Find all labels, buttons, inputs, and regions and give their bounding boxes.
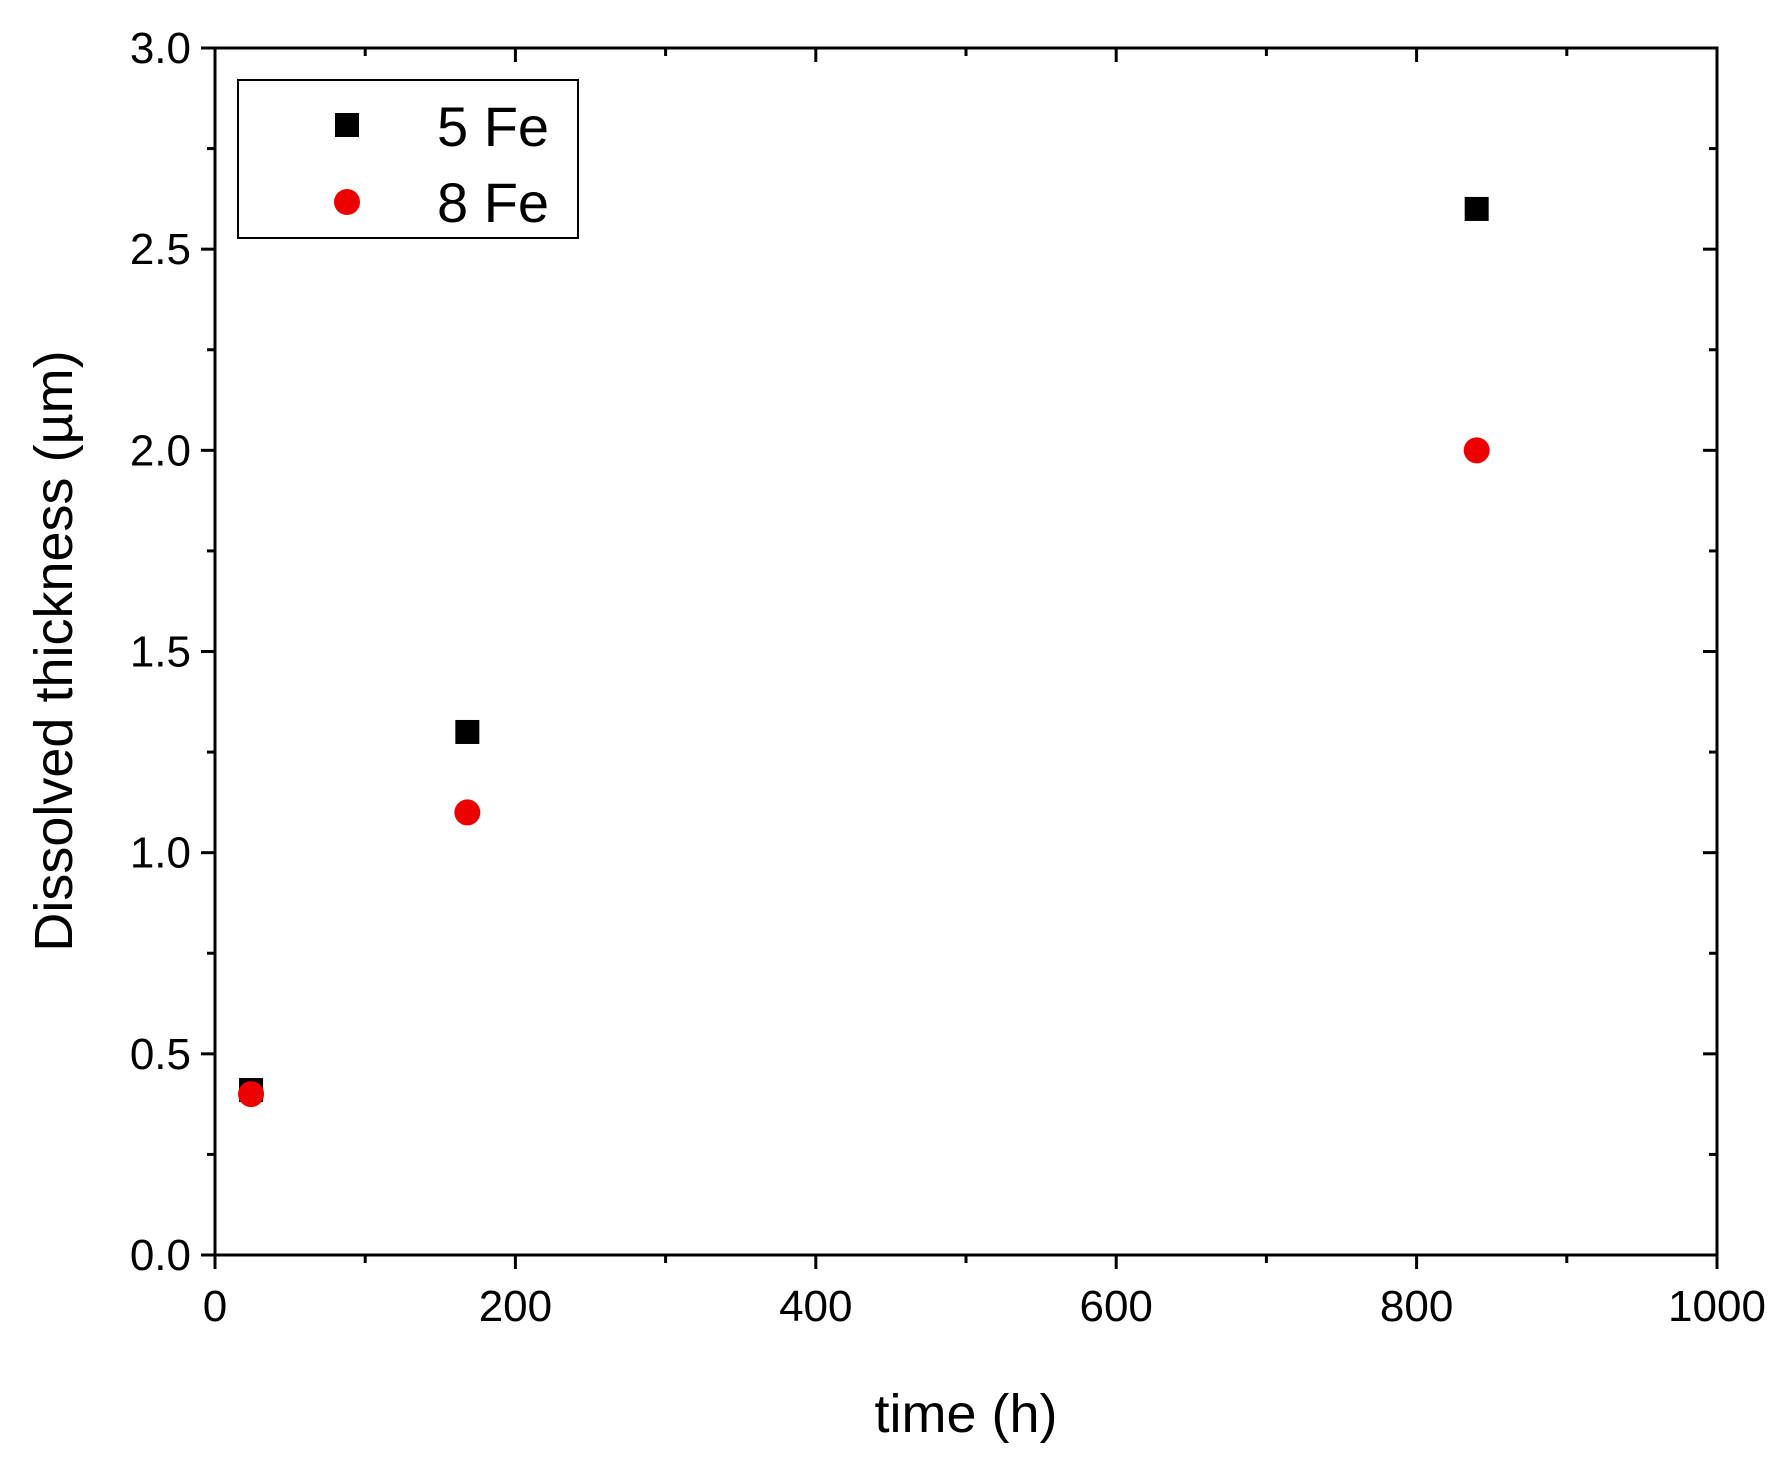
- x-tick-label: 0: [203, 1282, 227, 1331]
- y-tick-label: 0.5: [130, 1030, 191, 1079]
- x-tick-label: 200: [479, 1282, 552, 1331]
- point-5-fe: [1464, 196, 1489, 221]
- data-points: [238, 196, 1490, 1108]
- tick-labels: 0 200 400 600 800 1000 0.0 0.5 1.0 1.5 2.0 2.5 3.0: [130, 24, 1766, 1331]
- point-8-fe: [454, 799, 481, 826]
- x-tick-label: 400: [779, 1282, 852, 1331]
- legend: 5 Fe 8 Fe: [237, 79, 579, 239]
- x-tick-label: 600: [1079, 1282, 1152, 1331]
- y-tick-label: 2.5: [130, 225, 191, 274]
- legend-marker-5-fe: [335, 113, 359, 137]
- point-8-fe: [238, 1081, 265, 1108]
- point-5-fe: [455, 719, 480, 744]
- y-tick-label: 3.0: [130, 24, 191, 73]
- y-tick-label: 1.5: [130, 628, 191, 677]
- axis-ticks: [201, 46, 1719, 1269]
- y-tick-label: 0.0: [130, 1231, 191, 1280]
- legend-label-8-fe: 8 Fe: [437, 171, 549, 234]
- legend-marker-8-fe: [334, 189, 360, 215]
- legend-label-5-fe: 5 Fe: [437, 95, 549, 158]
- point-8-fe: [1463, 437, 1490, 464]
- legend-box: [237, 79, 579, 239]
- y-tick-label: 2.0: [130, 426, 191, 475]
- x-tick-label: 800: [1380, 1282, 1453, 1331]
- x-tick-label: 1000: [1668, 1282, 1766, 1331]
- y-axis-title: Dissolved thickness (µm): [24, 350, 84, 951]
- x-axis-title: time (h): [874, 1384, 1057, 1444]
- y-tick-label: 1.0: [130, 829, 191, 878]
